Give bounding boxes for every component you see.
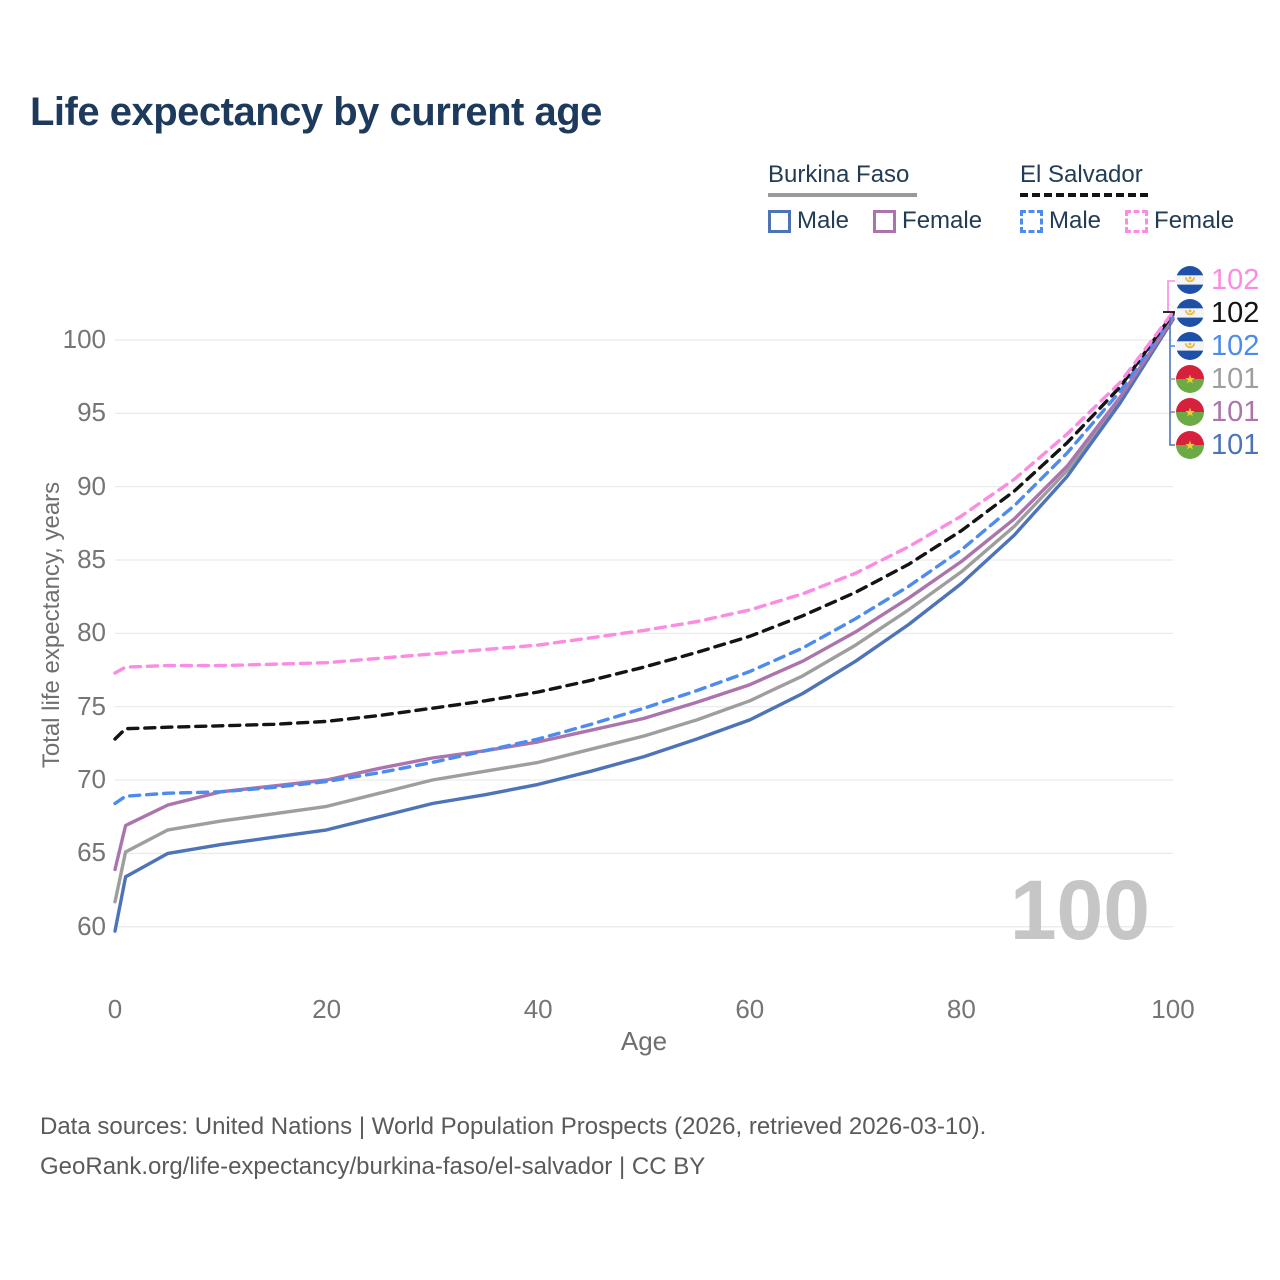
end-label-bf-all: 101	[1176, 362, 1260, 395]
legend-linestyle-solid	[768, 193, 917, 197]
end-label-bf-male: 101	[1176, 428, 1260, 461]
legend-label-male: Male	[797, 207, 850, 234]
burkina-faso-flag-icon	[1176, 431, 1204, 459]
series-line-el-salvador-all[interactable]	[113, 311, 1175, 741]
legend-country-burkina-faso: Burkina Faso	[768, 161, 910, 188]
footer-url-line[interactable]: GeoRank.org/life-expectancy/burkina-faso…	[40, 1153, 706, 1180]
end-value: 101	[1211, 362, 1260, 395]
end-label-es-female: 102	[1176, 263, 1260, 296]
y-tick-label: 60	[77, 910, 106, 941]
x-tick-label: 20	[312, 994, 342, 1024]
legend-label-male: Male	[1049, 207, 1102, 234]
series-line-burkina-faso-male[interactable]	[113, 317, 1175, 933]
legend-group-el-salvador: El Salvador Male Female	[1020, 161, 1234, 235]
el-salvador-flag-icon	[1176, 266, 1204, 294]
x-tick-label: 40	[523, 994, 553, 1024]
legend-label-female: Female	[902, 207, 983, 234]
es-male-swatch-icon	[1020, 209, 1043, 233]
x-tick-label: 100	[1151, 994, 1195, 1024]
y-tick-label: 85	[77, 544, 106, 575]
burkina-faso-flag-icon	[1176, 365, 1204, 393]
legend-item-bf-male[interactable]: Male	[768, 207, 849, 235]
y-tick-label: 100	[62, 324, 106, 354]
x-tick-label: 60	[735, 994, 765, 1024]
end-value: 102	[1211, 263, 1260, 296]
burkina-faso-flag-icon	[1176, 398, 1204, 426]
x-axis-title: Age	[620, 1026, 668, 1056]
data-sources-footer: Data sources: United Nations | World Pop…	[40, 1107, 986, 1187]
end-label-bf-female: 101	[1176, 395, 1260, 428]
legend-item-bf-female[interactable]: Female	[873, 207, 982, 235]
end-label-es-male: 102	[1176, 329, 1260, 362]
legend-country-el-salvador: El Salvador	[1020, 161, 1143, 188]
footer-sources-line: Data sources: United Nations | World Pop…	[40, 1113, 987, 1140]
es-female-swatch-icon	[1125, 209, 1149, 233]
legend-item-es-female[interactable]: Female	[1125, 207, 1234, 235]
y-tick-label: 95	[77, 397, 106, 428]
leader-bf-male	[1169, 317, 1175, 446]
legend-label-female: Female	[1154, 207, 1235, 234]
x-tick-label: 0	[107, 994, 123, 1024]
el-salvador-flag-icon	[1176, 299, 1204, 327]
end-value: 101	[1211, 395, 1260, 428]
y-tick-label: 70	[77, 764, 106, 795]
y-tick-label: 75	[77, 690, 106, 721]
y-tick-label: 80	[77, 617, 106, 648]
bf-male-swatch-icon	[768, 209, 791, 233]
el-salvador-flag-icon	[1176, 332, 1204, 360]
legend-linestyle-dashed	[1020, 193, 1148, 197]
end-label-es-all: 102	[1176, 296, 1260, 329]
series-line-burkina-faso-all[interactable]	[113, 317, 1175, 904]
y-tick-label: 90	[77, 470, 106, 501]
legend-item-es-male[interactable]: Male	[1020, 207, 1101, 235]
y-tick-label: 65	[77, 837, 106, 868]
end-value: 102	[1211, 329, 1260, 362]
bf-female-swatch-icon	[873, 209, 897, 233]
series-line-el-salvador-male[interactable]	[113, 313, 1175, 806]
end-value: 102	[1211, 296, 1260, 329]
leader-es-female	[1167, 280, 1175, 313]
chart-title: Life expectancy by current age	[30, 90, 602, 134]
end-value: 101	[1211, 428, 1260, 461]
age-counter-watermark: 100	[1009, 863, 1150, 957]
series-line-el-salvador-female[interactable]	[113, 310, 1175, 675]
legend-group-burkina-faso: Burkina Faso Male Female	[768, 161, 982, 235]
x-tick-label: 80	[946, 994, 976, 1024]
